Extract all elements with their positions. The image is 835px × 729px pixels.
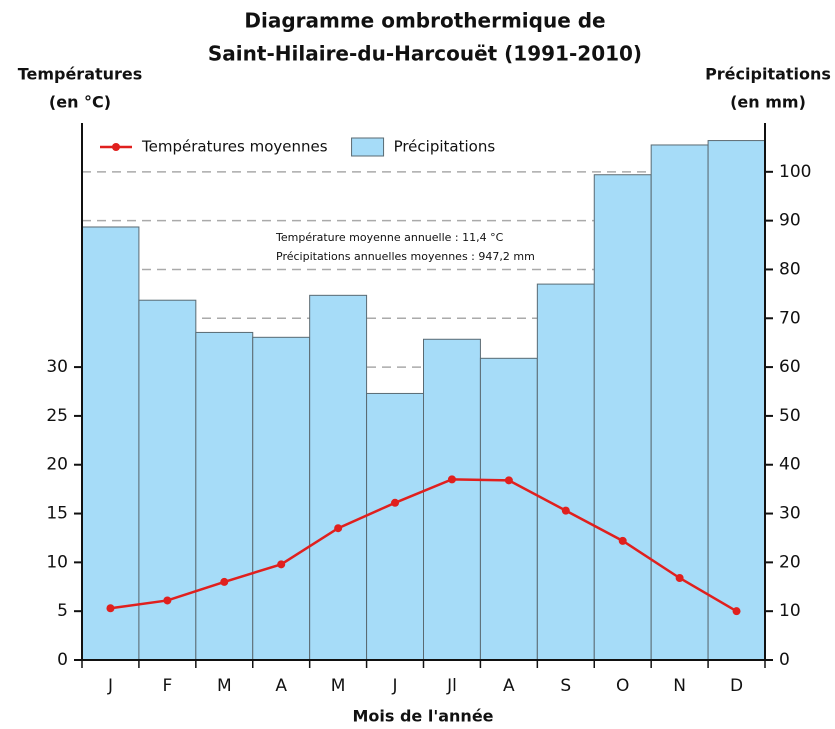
point [561,506,570,515]
line [110,478,738,613]
x-tick-label: F [162,676,172,696]
y2-tick-label: 100 [779,162,811,182]
x-tick-label: Jl [446,676,457,696]
x-tick-label: J [107,676,113,696]
x-tick-label: M [217,676,232,696]
x-tick-label: D [730,676,743,696]
bar [138,299,197,661]
legend-marker [112,143,120,151]
annotation: Précipitations annuelles moyennes : 947,… [276,250,535,263]
chart-title: Saint-Hilaire-du-Harcouët (1991-2010) [208,42,642,66]
point [675,573,684,582]
y2-tick-label: 80 [779,259,801,279]
y-tick-label: 10 [46,552,68,572]
y-axis-title: (en °C) [49,93,111,112]
x-tick-label: S [560,676,571,696]
point [732,607,741,616]
point [618,536,627,545]
point [391,498,400,507]
bar [593,174,652,661]
y2-tick-label: 90 [779,211,801,231]
point [504,476,513,485]
bar [81,226,140,661]
y2-axis-title: (en mm) [730,93,806,112]
bar [195,331,254,661]
x-tick-label: O [616,676,629,696]
x-tick-label: J [392,676,398,696]
point [447,475,456,484]
bar [707,140,766,661]
bar [309,294,368,661]
point [106,604,115,613]
y2-tick-label: 30 [779,504,801,524]
y-tick-label: 15 [46,504,68,524]
point [334,524,343,533]
x-tick-label: M [331,676,346,696]
bar [479,357,538,661]
annotation: Température moyenne annuelle : 11,4 °C [275,231,504,244]
y2-tick-label: 0 [779,650,790,670]
y-tick-label: 5 [57,601,68,621]
y-tick-label: 25 [46,406,68,426]
chart-title: Diagramme ombrothermique de [244,9,605,33]
y-tick-label: 0 [57,650,68,670]
bar [650,144,709,661]
point [220,577,229,586]
legend-label: Températures moyennes [141,138,328,156]
x-tick-label: N [673,676,686,696]
point [163,596,172,605]
bar [252,336,311,661]
x-tick-label: A [275,676,287,696]
x-tick-label: A [503,676,515,696]
x-axis-title: Mois de l'année [352,707,493,726]
y2-tick-label: 40 [779,455,801,475]
bar [536,283,595,661]
bar [423,338,481,661]
bars [81,140,766,661]
legend-swatch [351,137,385,157]
y2-tick-label: 50 [779,406,801,426]
y2-tick-label: 60 [779,357,801,377]
y2-axis-title: Précipitations [705,65,831,84]
y2-tick-label: 70 [779,308,801,328]
bar [366,392,425,661]
y-tick-label: 30 [46,357,68,377]
y-tick-label: 20 [46,455,68,475]
point [277,560,286,569]
y-axis-title: Températures [18,65,143,84]
y2-tick-label: 10 [779,601,801,621]
y2-tick-label: 20 [779,552,801,572]
legend-label: Précipitations [394,138,496,156]
